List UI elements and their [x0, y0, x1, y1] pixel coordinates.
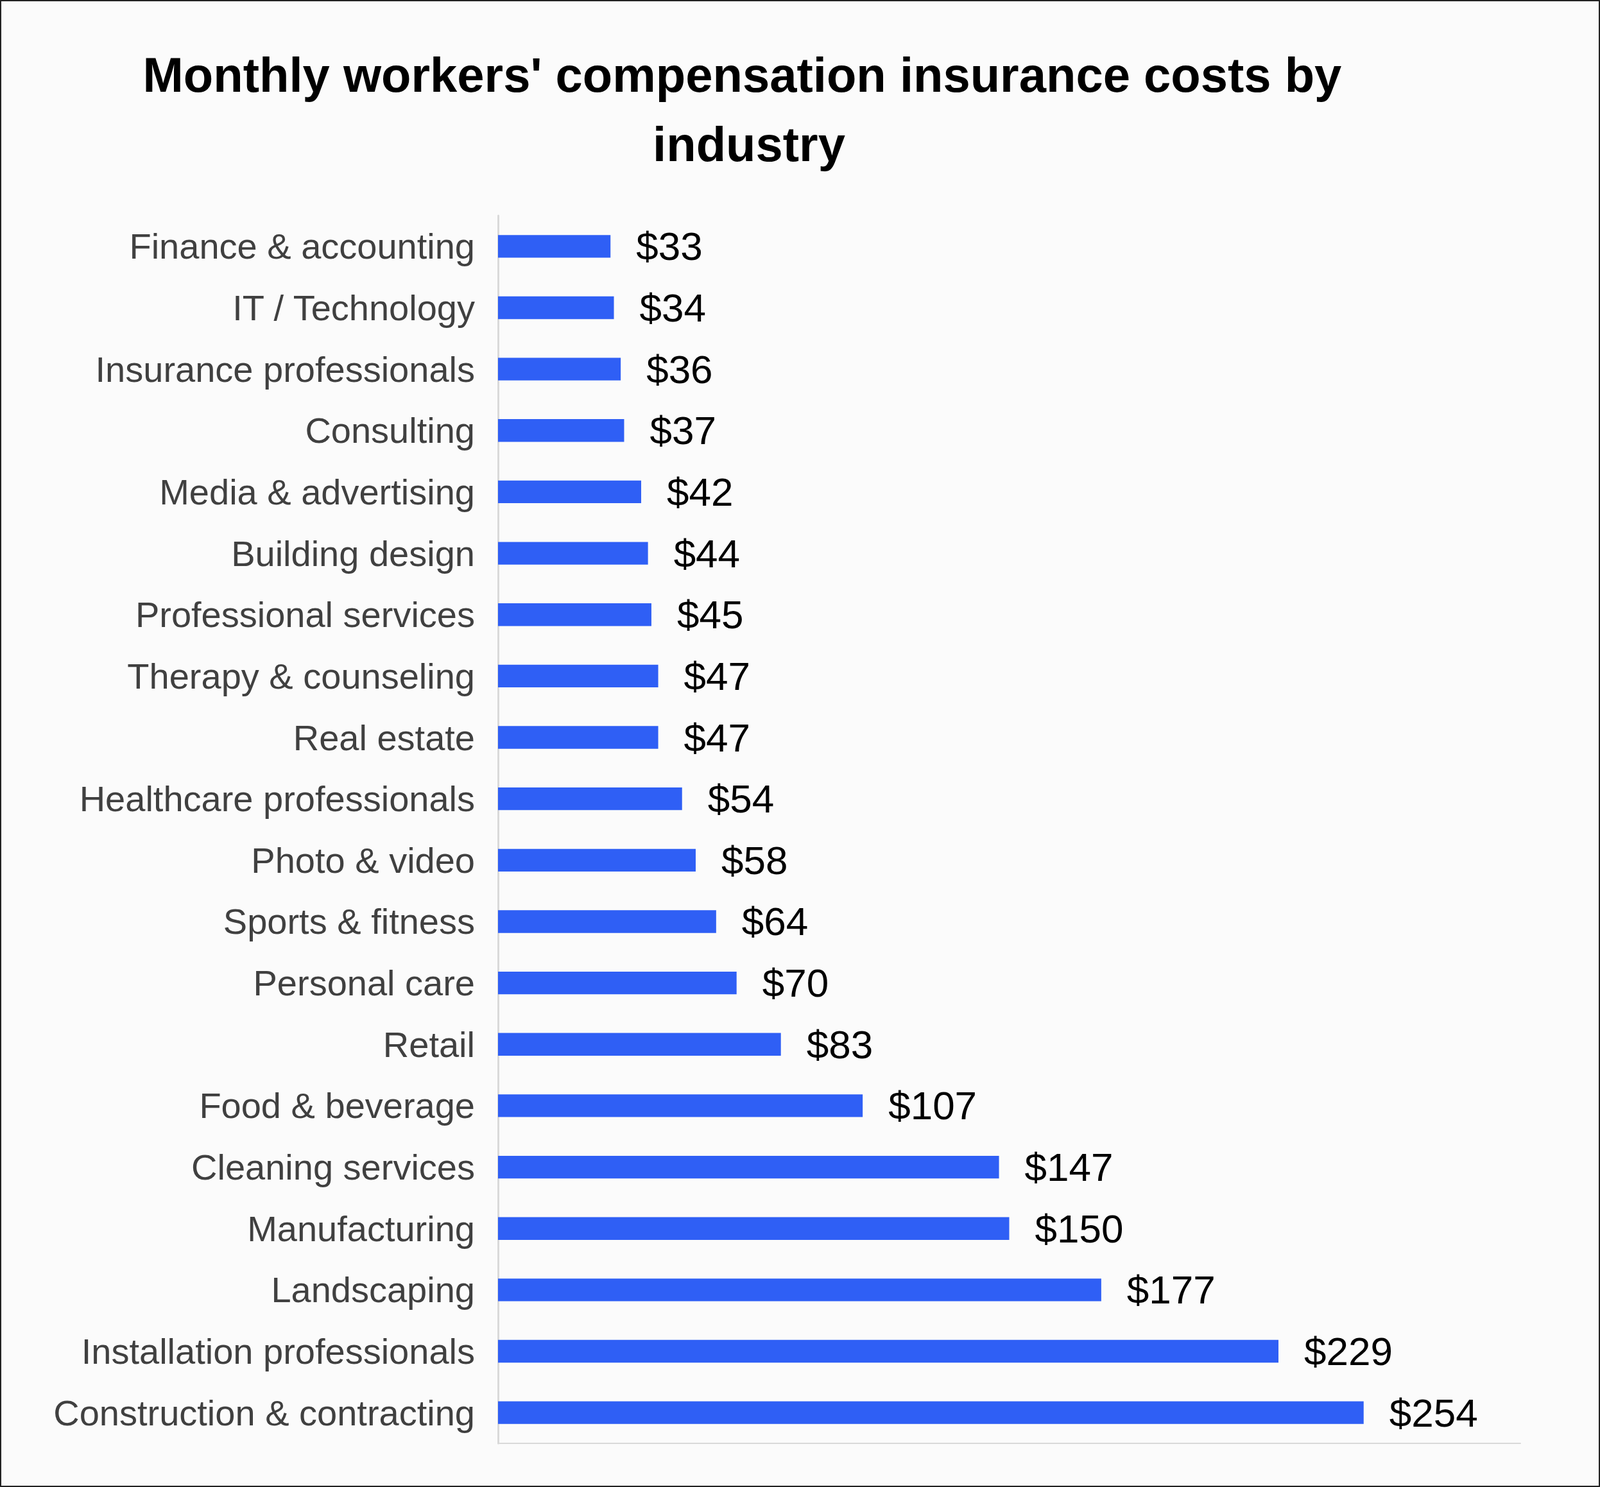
svg-text:Sports & fitness: Sports & fitness [223, 901, 475, 942]
svg-text:Photo & video: Photo & video [250, 840, 475, 881]
svg-text:$33: $33 [636, 223, 703, 269]
svg-text:Finance & accounting: Finance & accounting [129, 225, 475, 267]
svg-text:Healthcare professionals: Healthcare professionals [79, 778, 475, 819]
svg-text:$70: $70 [762, 960, 829, 1006]
svg-text:Landscaping: Landscaping [270, 1269, 475, 1310]
svg-text:Cleaning services: Cleaning services [191, 1146, 475, 1188]
svg-text:$147: $147 [1024, 1144, 1114, 1190]
svg-text:Real estate: Real estate [293, 717, 475, 758]
svg-text:Manufacturing: Manufacturing [247, 1208, 475, 1249]
svg-text:$64: $64 [741, 899, 809, 944]
svg-text:$47: $47 [684, 653, 751, 699]
svg-text:$44: $44 [673, 531, 740, 576]
svg-text:Building design: Building design [231, 533, 475, 574]
svg-text:$177: $177 [1126, 1267, 1216, 1312]
svg-text:$47: $47 [684, 715, 751, 760]
svg-text:$83: $83 [806, 1022, 873, 1067]
svg-text:$36: $36 [646, 347, 713, 392]
svg-text:$150: $150 [1035, 1206, 1124, 1251]
svg-text:Consulting: Consulting [304, 410, 475, 451]
svg-text:$54: $54 [707, 776, 775, 821]
svg-text:$254: $254 [1389, 1390, 1479, 1436]
svg-text:Professional services: Professional services [135, 594, 475, 635]
svg-text:Media & advertising: Media & advertising [159, 471, 475, 513]
svg-text:Therapy & counseling: Therapy & counseling [127, 655, 475, 697]
svg-text:industry: industry [652, 116, 846, 172]
svg-text:$42: $42 [666, 469, 733, 515]
svg-text:$34: $34 [639, 285, 706, 330]
svg-text:$45: $45 [677, 592, 744, 637]
svg-text:Installation professionals: Installation professionals [81, 1331, 475, 1372]
svg-text:Food & beverage: Food & beverage [198, 1085, 475, 1126]
svg-text:Monthly workers' compensation: Monthly workers' compensation insurance … [143, 47, 1356, 103]
svg-text:Retail: Retail [383, 1024, 475, 1065]
svg-text:$58: $58 [721, 838, 788, 883]
svg-text:Insurance professionals: Insurance professionals [95, 349, 475, 390]
svg-text:$37: $37 [649, 408, 716, 453]
svg-text:IT / Technology: IT / Technology [232, 287, 475, 328]
svg-text:$229: $229 [1304, 1329, 1393, 1374]
svg-text:Construction & contracting: Construction & contracting [53, 1392, 475, 1434]
svg-text:Personal care: Personal care [252, 962, 475, 1004]
svg-text:$107: $107 [888, 1083, 977, 1128]
